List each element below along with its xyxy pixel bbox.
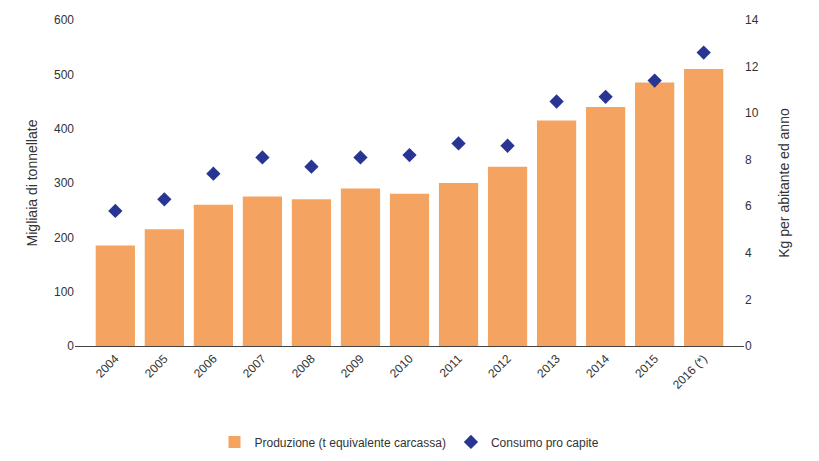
svg-text:2012: 2012 — [485, 352, 514, 381]
svg-text:2011: 2011 — [437, 352, 465, 380]
svg-text:8: 8 — [745, 153, 752, 167]
svg-text:Kg per abitante ed anno: Kg per abitante ed anno — [776, 108, 792, 258]
svg-text:2006: 2006 — [191, 352, 220, 381]
svg-text:2016 (*): 2016 (*) — [670, 352, 710, 392]
svg-text:14: 14 — [745, 13, 759, 27]
svg-text:2008: 2008 — [289, 352, 318, 381]
svg-text:2015: 2015 — [632, 352, 661, 381]
svg-text:2007: 2007 — [240, 352, 269, 381]
svg-text:2: 2 — [745, 293, 752, 307]
svg-text:2005: 2005 — [142, 352, 171, 381]
svg-text:600: 600 — [54, 13, 74, 27]
svg-text:Produzione (t equivalente carc: Produzione (t equivalente carcassa) — [255, 436, 446, 450]
svg-text:Consumo pro capite: Consumo pro capite — [491, 436, 599, 450]
svg-text:2004: 2004 — [93, 352, 122, 381]
svg-text:500: 500 — [54, 68, 74, 82]
svg-text:2014: 2014 — [583, 352, 612, 381]
svg-text:2010: 2010 — [387, 352, 416, 381]
svg-text:6: 6 — [745, 199, 752, 213]
svg-text:100: 100 — [54, 285, 74, 299]
svg-text:2009: 2009 — [338, 352, 367, 381]
svg-text:300: 300 — [54, 176, 74, 190]
svg-text:4: 4 — [745, 246, 752, 260]
svg-text:0: 0 — [745, 339, 752, 353]
svg-text:200: 200 — [54, 231, 74, 245]
svg-text:0: 0 — [67, 339, 74, 353]
svg-text:12: 12 — [745, 60, 759, 74]
svg-text:Migliaia di tonnellate: Migliaia di tonnellate — [24, 119, 40, 246]
svg-text:400: 400 — [54, 122, 74, 136]
svg-text:2013: 2013 — [534, 352, 563, 381]
svg-text:10: 10 — [745, 106, 759, 120]
